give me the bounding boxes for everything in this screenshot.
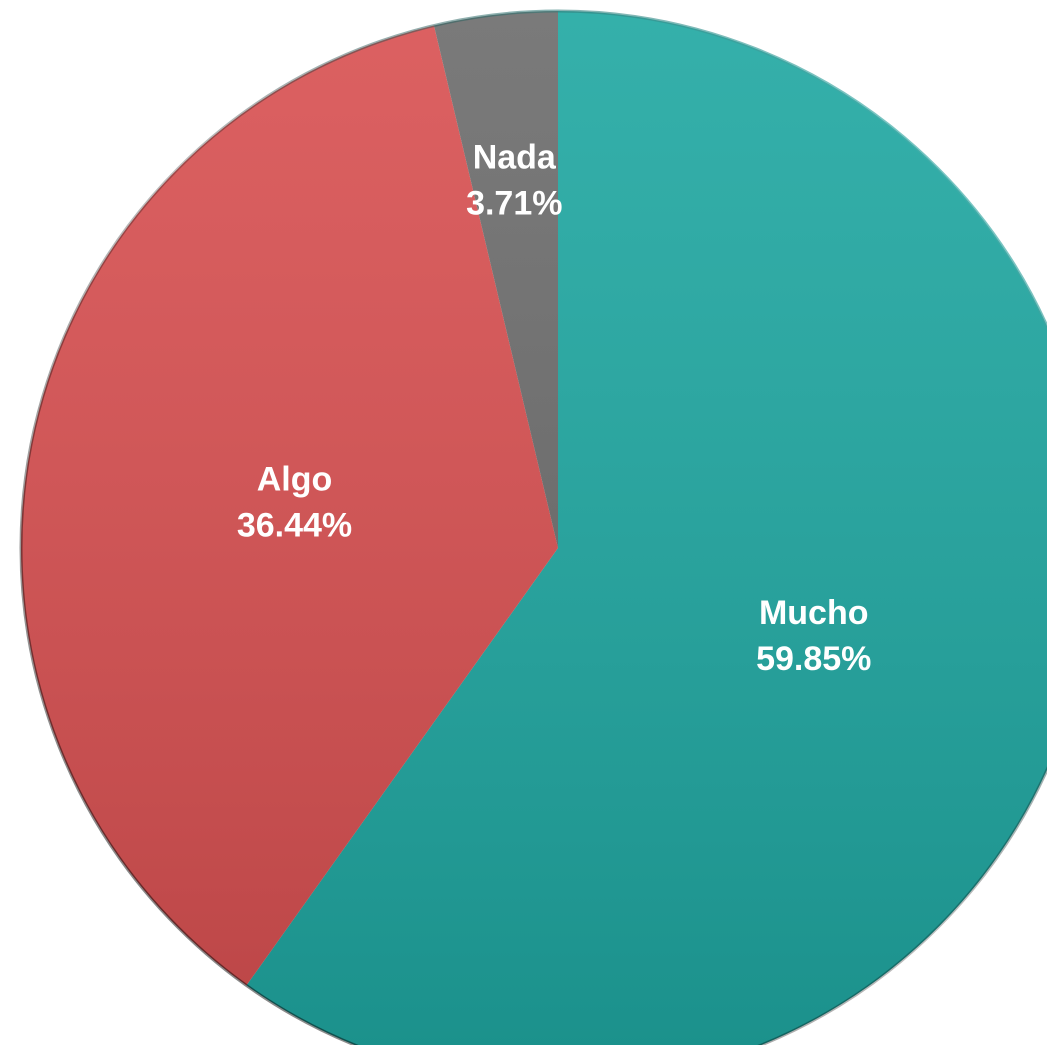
pie-rim bbox=[19, 9, 1047, 1045]
slice-value-algo: 36.44% bbox=[237, 507, 352, 545]
slice-value-nada: 3.71% bbox=[466, 185, 562, 223]
slice-label-algo: Algo bbox=[257, 461, 333, 499]
slice-value-mucho: 59.85% bbox=[756, 640, 871, 678]
pie-shading bbox=[21, 11, 1047, 1045]
pie-labels: Mucho 59.85% Algo 36.44% Nada 3.71% bbox=[237, 139, 872, 678]
slice-label-nada: Nada bbox=[473, 139, 557, 177]
slice-label-mucho: Mucho bbox=[759, 594, 869, 632]
